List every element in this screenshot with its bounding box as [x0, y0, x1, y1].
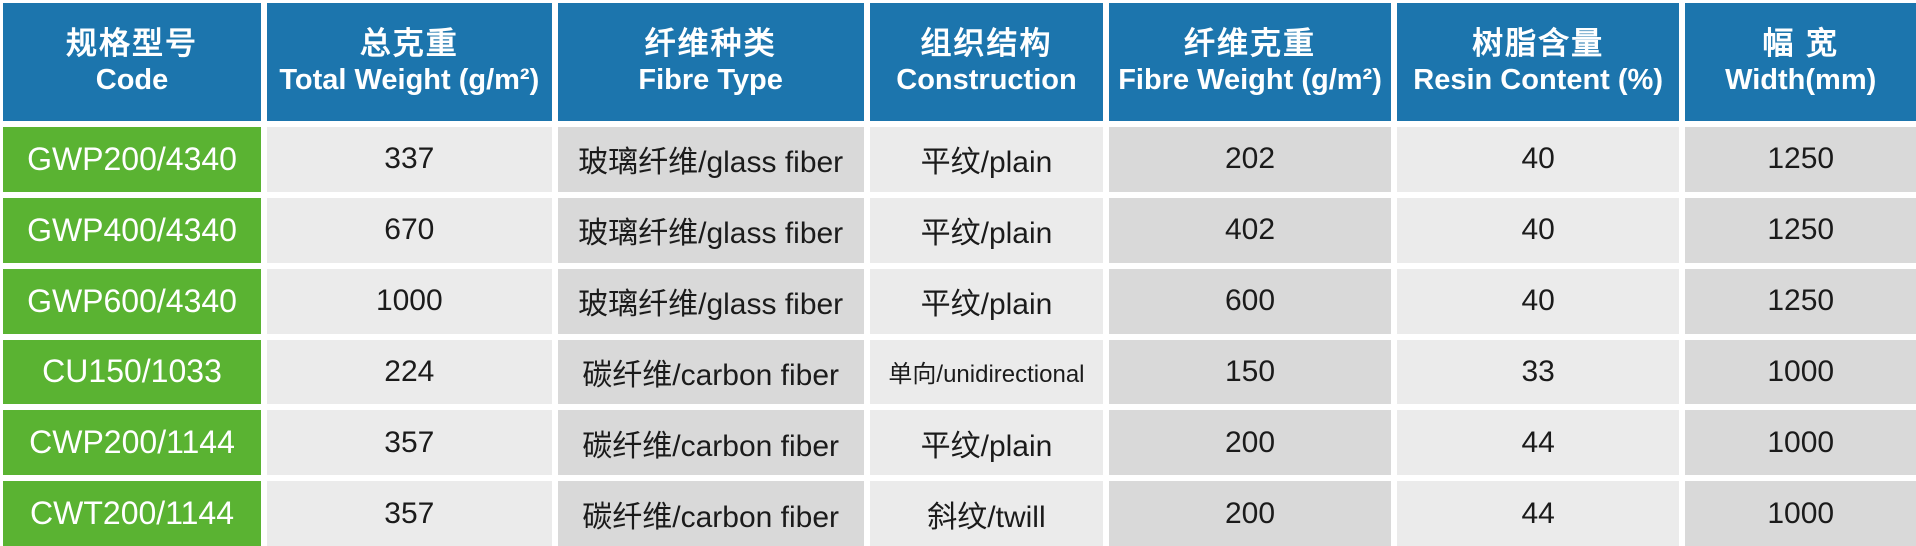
resin-content-cell: 33 — [1396, 339, 1680, 405]
resin-content-cell: 40 — [1396, 268, 1680, 334]
column-header-en: Fibre Type — [638, 64, 783, 97]
column-header-en: Code — [95, 64, 169, 97]
construction-cell: 平纹/plain — [869, 197, 1104, 263]
column-header-zh: 幅 宽 — [1762, 26, 1840, 62]
width-cell: 1250 — [1685, 197, 1916, 263]
construction-cell: 斜纹/twill — [869, 481, 1104, 546]
width-cell: 1250 — [1685, 127, 1916, 192]
fibre-weight-cell: 600 — [1109, 268, 1391, 334]
column-header-code: 规格型号 Code — [3, 3, 262, 121]
fibre-weight-cell: 202 — [1109, 127, 1391, 192]
total-weight-cell: 224 — [267, 339, 552, 405]
total-weight-cell: 357 — [267, 410, 552, 476]
construction-cell: 平纹/plain — [869, 410, 1104, 476]
column-header-zh: 纤维种类 — [644, 26, 777, 62]
column-header-zh: 纤维克重 — [1184, 26, 1317, 62]
code-cell: CWP200/1144 — [3, 410, 262, 476]
fibre-type-cell: 碳纤维/carbon fiber — [557, 339, 864, 405]
code-cell: CU150/1033 — [3, 339, 262, 405]
fibre-type-cell: 碳纤维/carbon fiber — [557, 481, 864, 546]
fibre-weight-cell: 150 — [1109, 339, 1391, 405]
width-cell: 1000 — [1685, 339, 1916, 405]
total-weight-cell: 357 — [267, 481, 552, 546]
fibre-weight-cell: 200 — [1109, 410, 1391, 476]
resin-content-cell: 40 — [1396, 197, 1680, 263]
resin-content-cell: 44 — [1396, 481, 1680, 546]
total-weight-cell: 670 — [267, 197, 552, 263]
column-header-resin-content: 树脂含量 Resin Content (%) — [1396, 3, 1680, 121]
column-header-construction: 组织结构 Construction — [869, 3, 1104, 121]
fibre-weight-cell: 200 — [1109, 481, 1391, 546]
resin-content-cell: 44 — [1396, 410, 1680, 476]
column-header-zh: 规格型号 — [66, 26, 199, 62]
fibre-type-cell: 玻璃纤维/glass fiber — [557, 197, 864, 263]
total-weight-cell: 1000 — [267, 268, 552, 334]
column-header-fibre-weight: 纤维克重 Fibre Weight (g/m²) — [1109, 3, 1391, 121]
column-header-en: Width(mm) — [1725, 64, 1877, 97]
fibre-weight-cell: 402 — [1109, 197, 1391, 263]
code-cell: GWP200/4340 — [3, 127, 262, 192]
column-header-en: Fibre Weight (g/m²) — [1118, 64, 1382, 97]
code-cell: GWP400/4340 — [3, 197, 262, 263]
column-header-width: 幅 宽 Width(mm) — [1685, 3, 1916, 121]
column-header-zh: 组织结构 — [920, 26, 1053, 62]
column-header-zh: 树脂含量 — [1472, 26, 1605, 62]
construction-cell: 平纹/plain — [869, 127, 1104, 192]
code-cell: CWT200/1144 — [3, 481, 262, 546]
column-header-total-weight: 总克重 Total Weight (g/m²) — [267, 3, 552, 121]
resin-content-cell: 40 — [1396, 127, 1680, 192]
construction-cell: 平纹/plain — [869, 268, 1104, 334]
width-cell: 1000 — [1685, 481, 1916, 546]
fibre-type-cell: 碳纤维/carbon fiber — [557, 410, 864, 476]
width-cell: 1000 — [1685, 410, 1916, 476]
code-cell: GWP600/4340 — [3, 268, 262, 334]
column-header-fibre-type: 纤维种类 Fibre Type — [557, 3, 864, 121]
column-header-en: Resin Content (%) — [1413, 64, 1663, 97]
width-cell: 1250 — [1685, 268, 1916, 334]
column-header-zh: 总克重 — [359, 26, 459, 62]
total-weight-cell: 337 — [267, 127, 552, 192]
construction-cell: 单向/unidirectional — [869, 339, 1104, 405]
column-header-en: Construction — [896, 64, 1077, 97]
column-header-en: Total Weight (g/m²) — [279, 64, 540, 97]
fibre-type-cell: 玻璃纤维/glass fiber — [557, 268, 864, 334]
fibre-type-cell: 玻璃纤维/glass fiber — [557, 127, 864, 192]
